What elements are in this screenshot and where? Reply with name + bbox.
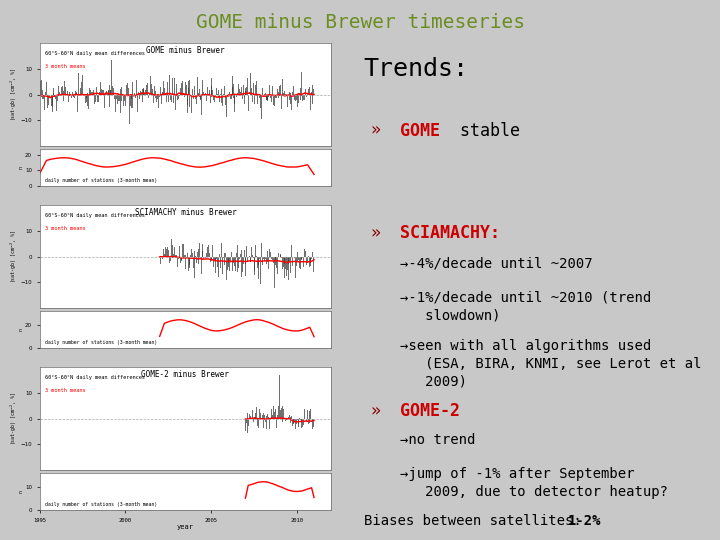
Text: →seen with all algorithms used
   (ESA, BIRA, KNMI, see Lerot et al
   2009): →seen with all algorithms used (ESA, BIR… [400, 339, 701, 389]
Text: daily number of stations (3-month mean): daily number of stations (3-month mean) [45, 502, 158, 507]
Text: Trends:: Trends: [364, 57, 469, 80]
Text: →no trend: →no trend [400, 433, 475, 447]
Text: →-4%/decade until ~2007: →-4%/decade until ~2007 [400, 256, 593, 271]
Text: 60°S-60°N daily mean differences: 60°S-60°N daily mean differences [45, 51, 145, 57]
Text: SCIAMACHY minus Brewer: SCIAMACHY minus Brewer [135, 208, 236, 217]
Y-axis label: n: n [19, 166, 24, 169]
Y-axis label: (sat-gb) [cm$^{-2}$, %]: (sat-gb) [cm$^{-2}$, %] [9, 392, 19, 445]
Y-axis label: (sat-gb) [cm$^{-2}$, %]: (sat-gb) [cm$^{-2}$, %] [9, 68, 19, 122]
Text: GOME-2 minus Brewer: GOME-2 minus Brewer [141, 370, 230, 379]
Text: »: » [371, 122, 381, 139]
Text: 3 month means: 3 month means [45, 226, 86, 231]
Text: GOME minus Brewer timeseries: GOME minus Brewer timeseries [196, 14, 524, 32]
Text: SCIAMACHY:: SCIAMACHY: [400, 224, 500, 242]
Text: 1-2%: 1-2% [568, 514, 601, 528]
X-axis label: year: year [177, 524, 194, 530]
Text: stable: stable [450, 122, 520, 139]
Text: Biases between satellites:: Biases between satellites: [364, 514, 590, 528]
Text: GOME-2: GOME-2 [400, 402, 459, 420]
Y-axis label: n: n [19, 490, 24, 493]
Text: 3 month means: 3 month means [45, 64, 86, 69]
Text: 60°S-60°N daily mean differences: 60°S-60°N daily mean differences [45, 375, 145, 381]
Text: »: » [371, 224, 381, 242]
Text: 3 month means: 3 month means [45, 388, 86, 393]
Text: →-1%/decade until ~2010 (trend
   slowdown): →-1%/decade until ~2010 (trend slowdown) [400, 291, 651, 322]
Text: →jump of -1% after September
   2009, due to detector heatup?: →jump of -1% after September 2009, due t… [400, 467, 667, 499]
Y-axis label: n: n [19, 328, 24, 331]
Text: »: » [371, 402, 381, 420]
Text: GOME minus Brewer: GOME minus Brewer [146, 46, 225, 55]
Text: daily number of stations (3-month mean): daily number of stations (3-month mean) [45, 178, 158, 183]
Y-axis label: (sat-gb) [cm$^{-2}$, %]: (sat-gb) [cm$^{-2}$, %] [9, 230, 19, 284]
Text: 60°S-60°N daily mean differences: 60°S-60°N daily mean differences [45, 213, 145, 219]
Text: GOME: GOME [400, 122, 440, 139]
Text: daily number of stations (3-month mean): daily number of stations (3-month mean) [45, 340, 158, 345]
